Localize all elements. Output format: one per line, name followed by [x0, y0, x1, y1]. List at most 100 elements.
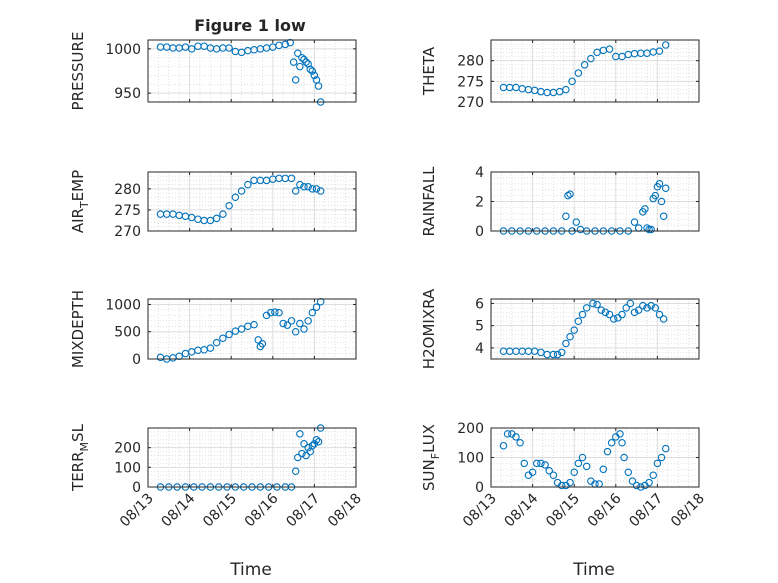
rainfall-y-tick-label: 2: [475, 195, 484, 211]
sun-flux-data-point: [533, 459, 541, 468]
rainfall-subplot: 0 2 4 RAINFALL: [420, 165, 700, 240]
theta-y-tick-label: 270: [457, 95, 484, 111]
terr-msl-axes-box: [147, 427, 357, 488]
terr-msl-data-point: [312, 436, 321, 444]
h2omixra-data-point: [549, 350, 558, 359]
air-temp-data-point: [308, 185, 317, 193]
rainfall-y-tick-label: 0: [475, 224, 484, 240]
pressure-data-point: [314, 82, 323, 90]
air-temp-data-point: [291, 187, 300, 195]
sun-flux-data-point: [657, 453, 666, 462]
theta-data-point: [655, 47, 664, 55]
rainfall-data-point: [655, 180, 664, 188]
mixdepth-data-point: [308, 308, 317, 317]
air-temp-data-point: [312, 185, 321, 193]
rainfall-data-point: [659, 212, 668, 221]
pressure-data-point: [294, 49, 302, 58]
terr-msl-data-point: [300, 439, 308, 448]
air-temp-subplot: 270 275 280 AIRTEMP: [69, 170, 357, 240]
terr-msl-y-tick-label: 100: [114, 460, 141, 476]
mixdepth-data-point: [266, 308, 275, 317]
mixdepth-data-point: [300, 325, 308, 333]
mixdepth-data-point: [287, 317, 296, 325]
sun-flux-subplot: 0 100 200 08/13 08/14 08/15 08/16 08/17 08/18 SUN…: [420, 421, 708, 530]
air-temp-axes-box: [147, 171, 357, 232]
sun-flux-data-point: [628, 477, 637, 485]
h2omixra-data-point: [582, 304, 591, 312]
pressure-subplot: 950 1000 PRESSURE: [69, 32, 357, 110]
h2omixra-data-point: [566, 333, 574, 341]
terr-msl-x-tick-label: 08/14: [159, 490, 199, 530]
sun-flux-data-point: [520, 459, 529, 468]
pressure-y-tick-label: 1000: [105, 42, 141, 58]
sun-flux-data-point: [582, 462, 591, 471]
mixdepth-data-point: [296, 319, 304, 328]
sun-flux-data-point: [512, 433, 520, 441]
mixdepth-data-point: [291, 327, 300, 336]
figure-title: Figure 1 low: [194, 16, 306, 35]
air-temp-y-axis-label: AIRTEMP: [69, 170, 91, 233]
h2omixra-data-point: [651, 304, 660, 312]
sun-flux-y-tick-label: 200: [457, 421, 484, 437]
rainfall-data-point: [566, 190, 574, 198]
terr-msl-x-tick-label: 08/18: [325, 491, 365, 531]
rainfall-data-point: [657, 197, 666, 206]
sun-flux-data-point: [503, 430, 512, 438]
terr-msl-x-tick-label: 08/17: [283, 491, 323, 531]
pressure-data-point: [310, 71, 319, 80]
air-temp-y-tick-label: 270: [114, 224, 141, 240]
sun-flux-data-point: [661, 444, 670, 453]
pressure-data-point: [281, 40, 290, 49]
mixdepth-data-point: [237, 325, 246, 333]
terr-msl-y-axis-label: TERRMSL: [69, 423, 91, 492]
air-temp-data-point: [304, 183, 312, 191]
mixdepth-y-tick-label: 1000: [105, 297, 141, 313]
mixdepth-y-tick-label: 500: [114, 325, 141, 341]
theta-y-tick-label: 275: [457, 74, 484, 90]
h2omixra-data-point: [609, 315, 618, 323]
air-temp-plot-area: [148, 172, 356, 231]
mixdepth-data-point: [275, 308, 283, 317]
pressure-data-point: [296, 62, 304, 71]
terr-msl-data-point: [314, 438, 323, 446]
theta-y-axis-label: THETA: [420, 46, 438, 96]
sun-flux-y-axis-label: SUNFLUX: [420, 424, 442, 491]
terr-msl-x-tick-label: 08/13: [117, 491, 157, 531]
mixdepth-y-tick-label: 0: [132, 352, 141, 368]
sun-flux-data-point: [620, 453, 628, 462]
h2omixra-data-point: [589, 299, 597, 308]
h2omixra-y-axis-label: H2OMIXRA: [420, 288, 438, 369]
mixdepth-data-point: [254, 336, 262, 344]
air-temp-data-point: [244, 180, 252, 189]
theta-data-point: [580, 61, 589, 69]
pressure-data-point: [286, 38, 295, 47]
mixdepth-data-point: [206, 344, 215, 352]
sun-flux-data-point: [570, 468, 578, 476]
x-axis-label-right: Time: [572, 560, 615, 580]
air-temp-data-point: [237, 187, 246, 195]
h2omixra-data-point: [553, 350, 562, 359]
sun-flux-data-point: [632, 481, 641, 490]
sun-flux-data-point: [599, 465, 608, 474]
sun-flux-data-point: [528, 468, 537, 476]
sun-flux-data-point: [624, 468, 633, 476]
terr-msl-y-tick-label: 200: [114, 441, 141, 457]
h2omixra-y-tick-label: 4: [475, 341, 484, 357]
rainfall-data-point: [562, 212, 570, 221]
theta-data-point: [568, 77, 576, 86]
rainfall-data-point: [647, 225, 655, 234]
rainfall-y-axis-label: RAINFALL: [420, 166, 438, 237]
sun-flux-data-point: [649, 471, 657, 479]
mixdepth-data-point: [258, 339, 267, 348]
sun-flux-x-tick-label: 08/17: [626, 491, 666, 531]
terr-msl-data-point: [302, 451, 310, 460]
sun-flux-x-tick-label: 08/16: [585, 490, 625, 530]
sun-flux-data-point: [618, 438, 626, 447]
h2omixra-subplot: 4 5 6 H2OMIXRA: [420, 288, 700, 369]
h2omixra-data-point: [574, 317, 583, 325]
terr-msl-subplot: 0 100 200 08/13 08/14 08/15 08/16 08/17 08/18 TER…: [69, 423, 365, 530]
mixdepth-data-point: [312, 303, 321, 311]
rainfall-y-tick-label: 4: [475, 165, 484, 181]
mixdepth-data-point: [283, 321, 292, 329]
h2omixra-data-point: [630, 308, 639, 317]
